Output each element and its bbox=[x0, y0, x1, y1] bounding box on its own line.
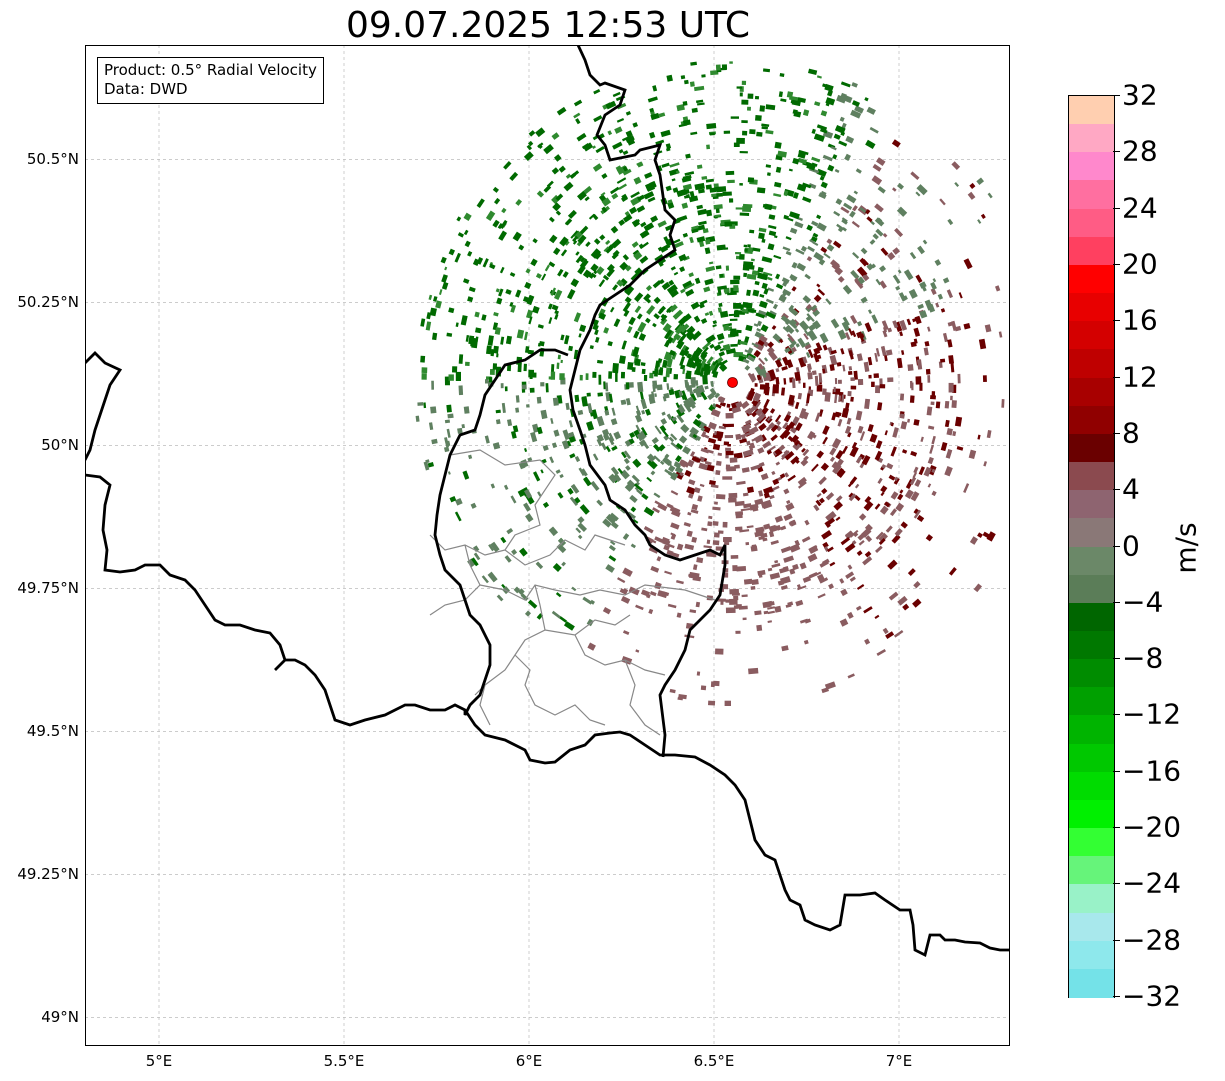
border-west-top bbox=[85, 351, 123, 461]
latitude-tick-label: 49°N bbox=[41, 1008, 79, 1027]
colorbar-segment bbox=[1069, 518, 1114, 548]
radar-map bbox=[85, 45, 1010, 1046]
colorbar-segment bbox=[1069, 264, 1114, 294]
colorbar-segment bbox=[1069, 433, 1114, 463]
admin-boundaries bbox=[429, 449, 716, 736]
colorbar-tick-mark bbox=[1113, 996, 1120, 997]
colorbar-segment bbox=[1069, 884, 1114, 914]
colorbar-segment bbox=[1069, 152, 1114, 182]
radar-site-dot bbox=[727, 377, 738, 388]
colorbar-tick-mark bbox=[1113, 432, 1120, 434]
colorbar-segment bbox=[1069, 659, 1114, 688]
border-north-east bbox=[568, 45, 727, 758]
colorbar-segment bbox=[1069, 124, 1114, 153]
longitude-tick-label: 5°E bbox=[145, 1052, 173, 1070]
latitude-tick-label: 49.5°N bbox=[26, 722, 79, 741]
colorbar-segment bbox=[1069, 912, 1114, 942]
longitude-tick-label: 7°E bbox=[885, 1052, 913, 1070]
colorbar-segment bbox=[1069, 546, 1114, 576]
colorbar-segment bbox=[1069, 828, 1114, 857]
latitude-tick-label: 49.25°N bbox=[17, 865, 79, 884]
colorbar-segment bbox=[1069, 968, 1114, 998]
product-label: Product: 0.5° Radial Velocity bbox=[104, 61, 317, 79]
colorbar-segment bbox=[1069, 856, 1114, 885]
colorbar-segment bbox=[1069, 771, 1114, 801]
colorbar-unit-label: m/s bbox=[1169, 522, 1203, 574]
colorbar-tick-label: −32 bbox=[1122, 979, 1182, 1013]
velocity-echoes bbox=[415, 61, 1010, 706]
colorbar-segment bbox=[1069, 715, 1114, 745]
colorbar-tick-label: −20 bbox=[1122, 810, 1182, 844]
longitude-tick-label: 5.5°E bbox=[323, 1052, 365, 1070]
colorbar-segment bbox=[1069, 462, 1114, 491]
colorbar-segment bbox=[1069, 349, 1114, 379]
country-borders bbox=[85, 45, 1010, 958]
colorbar-segment bbox=[1069, 799, 1114, 829]
colorbar-tick-label: 16 bbox=[1122, 303, 1158, 337]
colorbar-segment bbox=[1069, 602, 1114, 632]
colorbar-tick-mark bbox=[1113, 545, 1120, 547]
colorbar-tick-mark bbox=[1113, 95, 1120, 96]
colorbar-tick-mark bbox=[1113, 658, 1120, 660]
colorbar-tick-mark bbox=[1113, 770, 1120, 772]
colorbar-tick-label: 8 bbox=[1122, 416, 1140, 450]
colorbar-tick-label: −8 bbox=[1122, 641, 1164, 675]
colorbar-tick-label: 0 bbox=[1122, 529, 1140, 562]
border-luxembourg-west bbox=[433, 348, 569, 716]
colorbar-segment bbox=[1069, 574, 1114, 604]
colorbar-tick-label: −12 bbox=[1122, 697, 1182, 731]
colorbar-tick-mark bbox=[1113, 207, 1120, 209]
colorbar-tick-mark bbox=[1113, 263, 1120, 265]
colorbar-tick-label: 12 bbox=[1122, 360, 1158, 394]
colorbar-segment bbox=[1069, 377, 1114, 407]
colorbar-segment bbox=[1069, 630, 1114, 660]
colorbar-tick-mark bbox=[1113, 489, 1120, 491]
colorbar-tick-mark bbox=[1113, 320, 1120, 322]
velocity-colorbar bbox=[1068, 95, 1115, 998]
colorbar-tick-label: 32 bbox=[1122, 78, 1158, 112]
colorbar-tick-label: 24 bbox=[1122, 191, 1158, 225]
colorbar-tick-label: −28 bbox=[1122, 923, 1182, 957]
colorbar-segment bbox=[1069, 293, 1114, 322]
colorbar-segment bbox=[1069, 180, 1114, 210]
colorbar-tick-label: 4 bbox=[1122, 472, 1140, 506]
colorbar-tick-mark bbox=[1113, 939, 1120, 941]
radar-site-marker bbox=[727, 377, 738, 388]
colorbar-segment bbox=[1069, 321, 1114, 350]
colorbar-segment bbox=[1069, 208, 1114, 238]
border-south bbox=[85, 473, 1010, 958]
colorbar-tick-label: −4 bbox=[1122, 585, 1164, 619]
latitude-tick-label: 50.5°N bbox=[26, 150, 79, 169]
colorbar-tick-mark bbox=[1113, 827, 1120, 829]
latitude-tick-label: 49.75°N bbox=[17, 579, 79, 598]
product-info-box: Product: 0.5° Radial Velocity Data: DWD bbox=[97, 57, 324, 104]
colorbar-tick-label: −16 bbox=[1122, 754, 1182, 788]
colorbar-segment bbox=[1069, 405, 1114, 435]
map-frame bbox=[85, 45, 1010, 1046]
colorbar-segment bbox=[1069, 490, 1114, 519]
colorbar-tick-label: 28 bbox=[1122, 134, 1158, 168]
colorbar-segment bbox=[1069, 687, 1114, 717]
colorbar-tick-label: 20 bbox=[1122, 247, 1158, 281]
latitude-tick-label: 50.25°N bbox=[17, 293, 79, 312]
longitude-tick-label: 6.5°E bbox=[693, 1052, 735, 1070]
colorbar-segment bbox=[1069, 743, 1114, 773]
colorbar-segment bbox=[1069, 96, 1114, 125]
luxembourg-canton-borders bbox=[429, 449, 716, 736]
colorbar-segment bbox=[1069, 236, 1114, 266]
colorbar-tick-mark bbox=[1113, 601, 1120, 603]
longitude-tick-label: 6°E bbox=[515, 1052, 543, 1070]
colorbar-tick-mark bbox=[1113, 151, 1120, 153]
map-title: 09.07.2025 12:53 UTC bbox=[345, 5, 751, 46]
colorbar-tick-mark bbox=[1113, 714, 1120, 716]
colorbar-tick-label: −24 bbox=[1122, 866, 1182, 900]
colorbar-tick-mark bbox=[1113, 883, 1120, 885]
latitude-tick-label: 50°N bbox=[41, 436, 79, 455]
colorbar-segment bbox=[1069, 940, 1114, 970]
data-source-label: Data: DWD bbox=[104, 80, 188, 98]
colorbar-tick-mark bbox=[1113, 376, 1120, 378]
